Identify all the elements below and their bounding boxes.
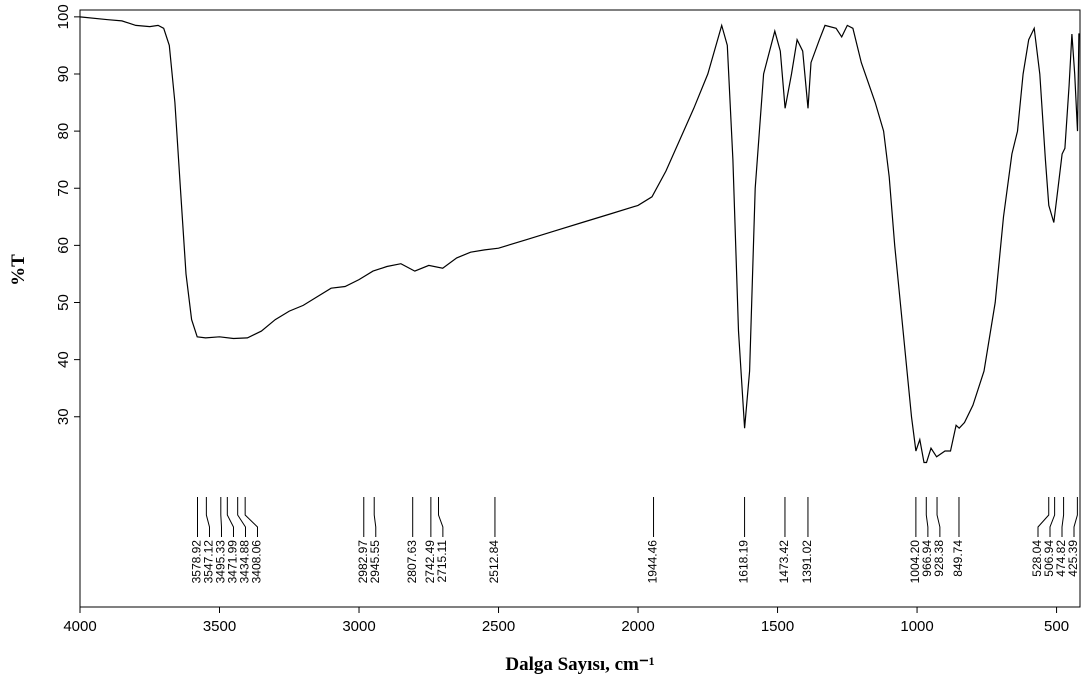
plot-frame (79, 9, 1081, 608)
peak-label: 2982.97 (356, 540, 370, 584)
peak-label: 966.94 (920, 540, 934, 577)
y-tick-label: 90 (55, 66, 72, 83)
peak-label: 3434.88 (238, 540, 252, 584)
x-tick-label: 1000 (900, 618, 933, 635)
peak-marker (205, 497, 210, 537)
peak-label: 2512.84 (487, 540, 501, 584)
x-tick-label: 500 (1044, 618, 1069, 635)
y-tick-label: 70 (55, 180, 72, 197)
y-tick-label: 40 (55, 351, 72, 368)
x-tick-label: 4000 (63, 618, 96, 635)
x-tick-label: 3000 (342, 618, 375, 635)
y-tick-label: 100 (55, 4, 72, 29)
peak-label: 1391.02 (800, 540, 814, 584)
y-tick-label: 50 (55, 294, 72, 311)
peak-label: 3471.99 (226, 540, 240, 584)
peak-label: 1004.20 (908, 540, 922, 584)
peak-label: 3408.06 (250, 540, 264, 584)
peak-label: 2742.49 (423, 540, 437, 584)
peak-marker (438, 497, 444, 537)
peak-marker (936, 497, 941, 537)
x-axis-title: Dalga Sayısı, cm⁻¹ (505, 654, 654, 675)
peak-label: 849.74 (951, 540, 965, 577)
peak-marker (1061, 497, 1065, 537)
y-tick-label: 80 (55, 123, 72, 140)
peak-marker (373, 497, 377, 537)
peak-label: 1618.19 (737, 540, 751, 584)
peak-label: 2807.63 (405, 540, 419, 584)
peak-marker (226, 497, 234, 537)
peak-marker (1037, 497, 1050, 537)
y-tick-label: 30 (55, 408, 72, 425)
peak-label: 3578.92 (190, 540, 204, 584)
peak-marker (925, 497, 929, 537)
peak-label: 474.82 (1054, 540, 1068, 577)
peak-label: 425.39 (1066, 540, 1080, 577)
peak-label: 1944.46 (646, 540, 660, 584)
peak-label: 3495.33 (214, 540, 228, 584)
peak-label: 928.38 (932, 540, 946, 577)
peak-marker (1073, 497, 1078, 537)
peak-label: 2715.11 (435, 540, 449, 583)
peak-marker (1049, 497, 1056, 537)
peak-marker (220, 497, 222, 537)
peak-label: 2945.55 (368, 540, 382, 584)
y-tick-label: 60 (55, 237, 72, 254)
peak-label: 3547.12 (202, 540, 216, 584)
peak-label: 1473.42 (777, 540, 791, 584)
x-tick-label: 1500 (761, 618, 794, 635)
peak-label: 528.04 (1030, 540, 1044, 577)
y-axis-title: %T (8, 254, 29, 286)
x-tick-label: 2000 (621, 618, 654, 635)
spectrum-line (79, 16, 1080, 464)
peak-marker (244, 497, 258, 537)
peak-marker (237, 497, 246, 537)
x-tick-label: 2500 (482, 618, 515, 635)
x-tick-label: 3500 (203, 618, 236, 635)
peak-label: 506.94 (1042, 540, 1056, 577)
